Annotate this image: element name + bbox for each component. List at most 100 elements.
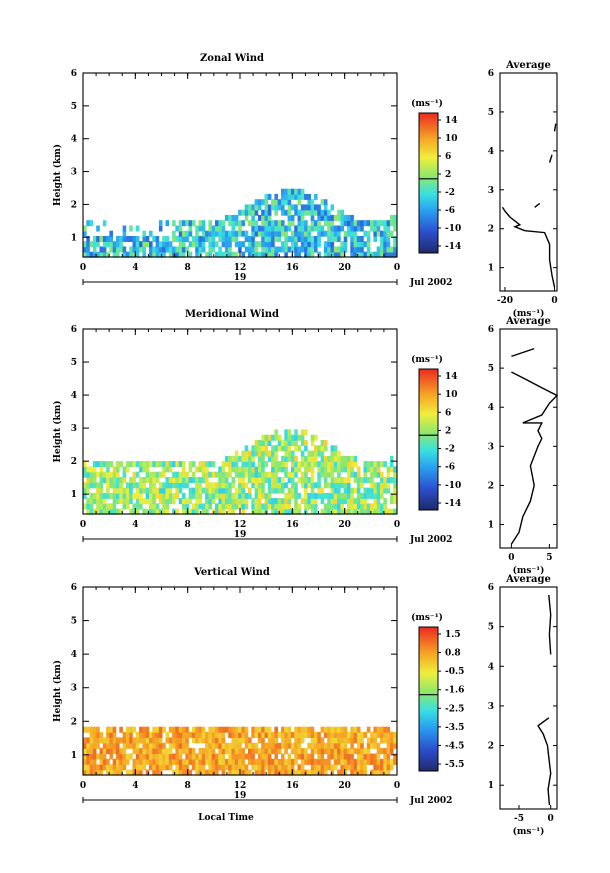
- heat-cell: [356, 742, 361, 749]
- heat-cell: [142, 236, 146, 242]
- heat-cell: [300, 204, 305, 211]
- heat-cell: [238, 482, 242, 489]
- heat-cell: [337, 251, 341, 258]
- heat-cell: [314, 209, 318, 216]
- heat-cell: [261, 450, 265, 457]
- heat-cell: [149, 737, 153, 744]
- heat-cell: [116, 487, 120, 494]
- heat-cell: [271, 737, 275, 744]
- heat-cell: [99, 492, 104, 499]
- heat-cell: [165, 461, 170, 468]
- heat-cell: [188, 498, 193, 505]
- profile-segment: [548, 594, 552, 655]
- heat-cell: [363, 477, 368, 483]
- heat-cell: [221, 769, 226, 776]
- heat-cell: [287, 455, 292, 462]
- heat-cell: [281, 753, 285, 760]
- heat-cell: [112, 758, 117, 765]
- heat-cell: [383, 220, 387, 227]
- heat-cell: [218, 251, 222, 258]
- heat-cell: [89, 764, 94, 771]
- heat-cell: [277, 236, 282, 242]
- heat-cell: [264, 477, 269, 483]
- heat-cell: [231, 758, 236, 765]
- heat-cell: [109, 246, 113, 253]
- heat-cell: [380, 482, 384, 489]
- x-tick-label: 16: [286, 263, 299, 273]
- heat-cell: [89, 466, 94, 473]
- heat-cell: [119, 726, 123, 733]
- heat-cell: [244, 209, 249, 216]
- heat-cell: [343, 732, 348, 738]
- heat-cell: [271, 204, 275, 211]
- heat-cell: [281, 726, 285, 733]
- heat-cell: [119, 748, 123, 755]
- heat-cell: [129, 769, 133, 776]
- heat-cell: [343, 487, 348, 494]
- heat-cell: [376, 764, 381, 771]
- heat-cell: [224, 742, 229, 749]
- heat-cell: [310, 455, 315, 462]
- heat-cell: [327, 220, 331, 227]
- heat-cell: [373, 503, 377, 510]
- heat-cell: [353, 732, 358, 738]
- heat-cell: [185, 758, 189, 765]
- heat-cell: [389, 764, 394, 771]
- heat-cell: [267, 748, 272, 755]
- heat-cell: [393, 466, 397, 473]
- heat-cell: [201, 503, 206, 510]
- heat-cell: [267, 220, 272, 227]
- heat-cell: [261, 758, 265, 765]
- heat-cell: [297, 742, 302, 749]
- heat-cell: [168, 482, 173, 489]
- heat-cell: [251, 477, 255, 483]
- heat-cell: [356, 236, 361, 242]
- heat-cell: [241, 455, 245, 462]
- heat-cell: [373, 726, 377, 733]
- heat-cell: [149, 742, 153, 749]
- heat-cell: [195, 498, 199, 505]
- heat-cell: [330, 471, 335, 478]
- heat-cell: [314, 434, 318, 441]
- heat-cell: [178, 764, 183, 771]
- heat-cell: [281, 220, 285, 227]
- heat-cell: [254, 225, 259, 232]
- heat-cell: [218, 498, 222, 505]
- heat-cell: [356, 498, 361, 505]
- heat-cell: [350, 236, 354, 242]
- heat-cell: [175, 492, 179, 499]
- heat-cell: [297, 434, 302, 441]
- heat-cell: [340, 251, 344, 258]
- heat-cell: [356, 737, 361, 744]
- heat-cell: [102, 251, 107, 258]
- heat-cell: [129, 498, 133, 505]
- heat-cell: [356, 246, 361, 253]
- heat-cell: [132, 769, 137, 776]
- heat-cell: [327, 241, 331, 248]
- heat-cell: [165, 492, 170, 499]
- heat-cell: [271, 225, 275, 232]
- heat-cell: [366, 742, 371, 749]
- heat-cell: [373, 492, 377, 499]
- heat-cell: [320, 498, 325, 505]
- heat-cell: [360, 769, 364, 776]
- heat-cell: [205, 461, 209, 468]
- heat-cell: [122, 498, 127, 505]
- heat-cell: [337, 748, 341, 755]
- colorbar-tick-label: -1.6: [445, 686, 464, 696]
- heat-cell: [208, 764, 212, 771]
- heat-cell: [145, 758, 150, 765]
- heat-cell: [281, 764, 285, 771]
- heat-cell: [257, 732, 262, 738]
- heat-cell: [208, 726, 212, 733]
- heat-cell: [386, 753, 391, 760]
- heat-cell: [383, 764, 387, 771]
- heat-cell: [314, 498, 318, 505]
- heat-cell: [257, 737, 262, 744]
- heat-cell: [211, 241, 216, 248]
- heat-cell: [363, 461, 368, 468]
- heat-cell: [347, 461, 351, 468]
- heat-cell: [244, 482, 249, 489]
- heat-cell: [323, 455, 328, 462]
- heat-cell: [129, 482, 133, 489]
